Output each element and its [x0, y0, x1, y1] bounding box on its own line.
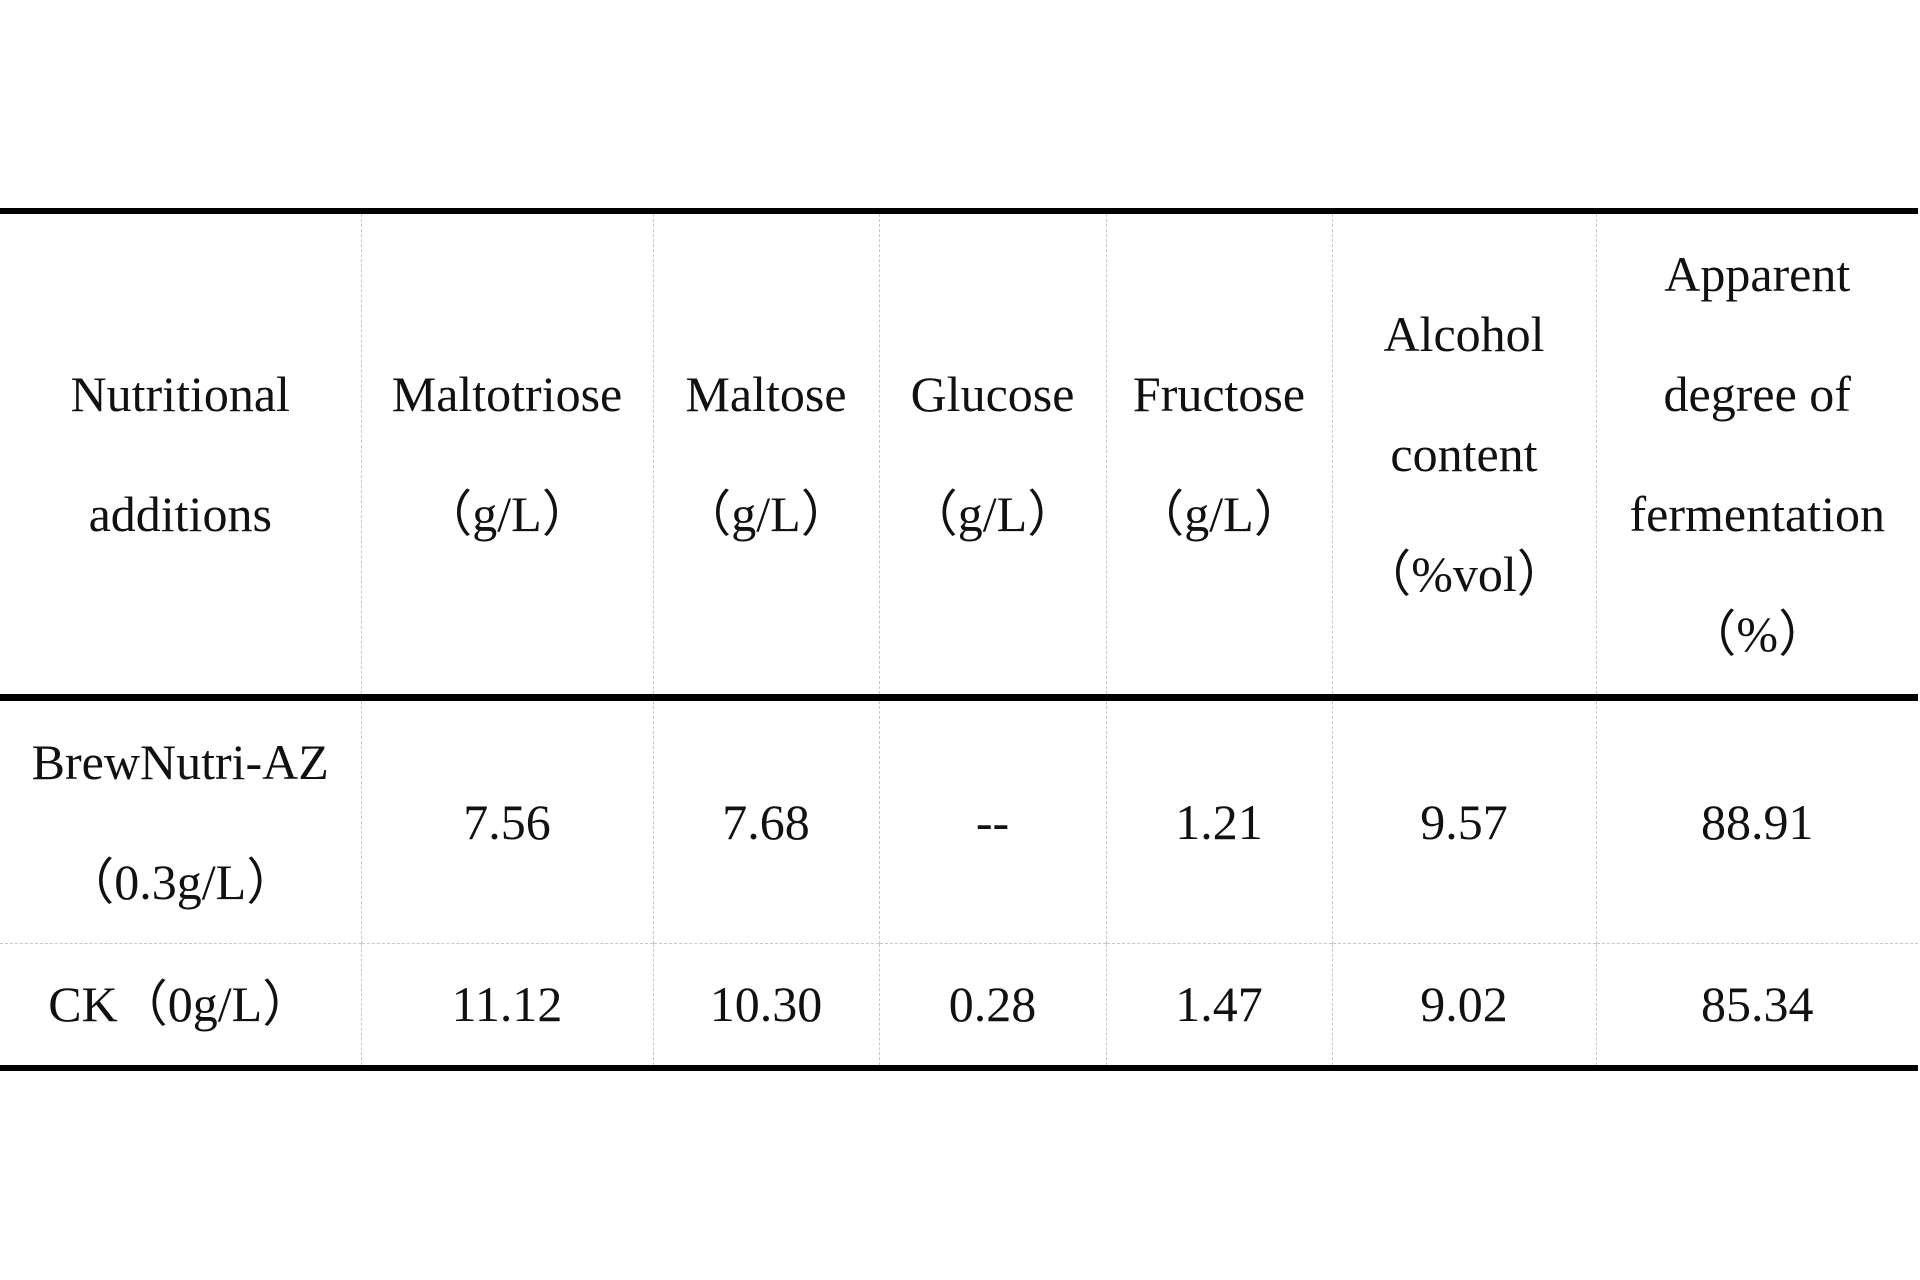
- cell-line: content: [1390, 426, 1538, 482]
- value-cell: 88.91: [1595, 697, 1918, 944]
- cell-line: CK（0g/L）: [48, 976, 313, 1033]
- value-cell: 85.34: [1595, 943, 1918, 1068]
- header-cell: Nutritional additions: [0, 211, 361, 698]
- cell-line: Maltose: [685, 366, 847, 422]
- cell-line: Alcohol: [1383, 306, 1545, 362]
- cell-line: Nutritional: [70, 366, 290, 422]
- value-cell: 10.30: [652, 943, 879, 1068]
- cell-line: Fructose: [1132, 366, 1306, 422]
- cell-line: （g/L）: [422, 486, 592, 542]
- cell-line: （%）: [1686, 606, 1829, 662]
- value-cell: 1.21: [1105, 697, 1332, 944]
- header-cell: Alcohol content （%vol）: [1331, 211, 1596, 698]
- cell-line: BrewNutri-AZ: [31, 734, 329, 790]
- row-label: BrewNutri-AZ （0.3g/L）: [0, 698, 361, 944]
- cell-line: （g/L）: [681, 486, 851, 542]
- table-row: CK（0g/L） 11.12 10.30 0.28 1.47 9.02 85.34: [0, 943, 1918, 1068]
- value-cell: 9.02: [1331, 943, 1596, 1068]
- header-row: Nutritional additions Maltotriose （g/L） Malt…: [0, 211, 1918, 698]
- cell-line: （g/L）: [907, 486, 1078, 542]
- data-table: Nutritional additions Maltotriose （g/L） Malt…: [0, 208, 1918, 1071]
- value-cell: 7.56: [360, 697, 653, 944]
- cell-line: Maltotriose: [391, 366, 623, 422]
- table-body: BrewNutri-AZ （0.3g/L） 7.56 7.68 -- 1.21 9.57 88…: [0, 697, 1918, 1068]
- header-cell: Maltose （g/L）: [652, 211, 879, 698]
- cell-line: （%vol）: [1361, 546, 1567, 602]
- cell-line: degree of: [1663, 366, 1851, 422]
- cell-line: additions: [88, 486, 272, 542]
- header-cell: Glucose （g/L）: [878, 211, 1106, 698]
- header-cell: Fructose （g/L）: [1105, 211, 1332, 698]
- cell-line: Apparent: [1664, 246, 1851, 302]
- table-row: BrewNutri-AZ （0.3g/L） 7.56 7.68 -- 1.21 9.57 88…: [0, 697, 1918, 944]
- value-cell: 9.57: [1331, 697, 1596, 944]
- value-cell: 7.68: [652, 697, 879, 944]
- value-cell: 1.47: [1105, 943, 1332, 1068]
- header-cell: Apparent degree of fermentation （%）: [1595, 211, 1918, 698]
- value-cell: 11.12: [360, 943, 653, 1068]
- row-label: CK（0g/L）: [0, 944, 361, 1068]
- cell-line: fermentation: [1629, 486, 1885, 542]
- value-cell: 0.28: [878, 943, 1106, 1068]
- header-cell: Maltotriose （g/L）: [360, 211, 653, 698]
- table-header: Nutritional additions Maltotriose （g/L） Malt…: [0, 211, 1918, 698]
- cell-line: Glucose: [910, 366, 1075, 422]
- value-cell: --: [878, 697, 1106, 944]
- cell-line: （0.3g/L）: [64, 854, 297, 910]
- cell-line: （g/L）: [1134, 486, 1304, 542]
